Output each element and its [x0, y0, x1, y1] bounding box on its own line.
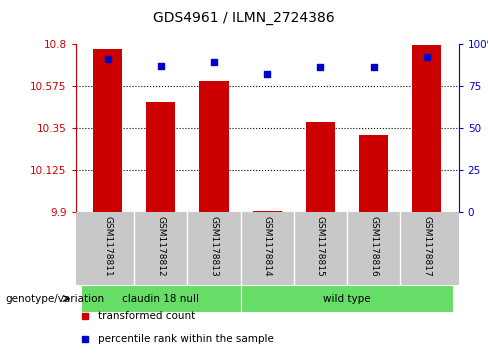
Text: GSM1178816: GSM1178816 [369, 216, 378, 277]
Text: wild type: wild type [323, 294, 371, 303]
Text: GDS4961 / ILMN_2724386: GDS4961 / ILMN_2724386 [153, 11, 335, 25]
Point [370, 64, 378, 70]
Point [423, 54, 431, 60]
Bar [199, 81, 228, 212]
Text: percentile rank within the sample: percentile rank within the sample [98, 334, 273, 344]
Bar [93, 49, 122, 212]
Point [210, 59, 218, 65]
Bar [306, 122, 335, 212]
Text: GSM1178811: GSM1178811 [103, 216, 112, 277]
Text: transformed count: transformed count [98, 311, 195, 321]
Text: GSM1178813: GSM1178813 [209, 216, 219, 277]
Point [157, 62, 164, 68]
Point [103, 56, 111, 62]
Point [264, 71, 271, 77]
Text: GSM1178815: GSM1178815 [316, 216, 325, 277]
Text: claudin 18 null: claudin 18 null [122, 294, 199, 303]
Text: GSM1178812: GSM1178812 [156, 216, 165, 277]
Text: GSM1178817: GSM1178817 [422, 216, 431, 277]
Text: genotype/variation: genotype/variation [5, 294, 104, 303]
Bar [359, 135, 388, 212]
Bar [253, 211, 282, 212]
Bar [81, 285, 241, 312]
Point [317, 64, 325, 70]
Text: GSM1178814: GSM1178814 [263, 216, 272, 277]
Bar [412, 45, 442, 212]
Bar [146, 102, 175, 212]
Bar [241, 285, 453, 312]
